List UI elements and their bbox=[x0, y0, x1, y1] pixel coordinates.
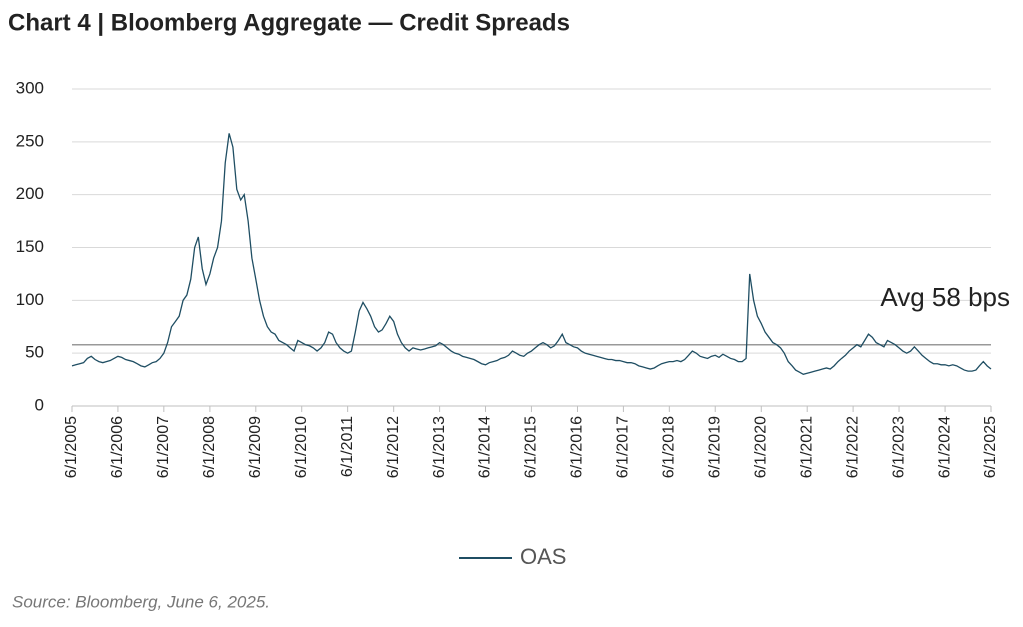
source-note: Source: Bloomberg, June 6, 2025. bbox=[12, 592, 270, 611]
x-tick-label: 6/1/2022 bbox=[844, 416, 861, 478]
x-tick-label: 6/1/2025 bbox=[982, 416, 999, 478]
x-tick-label: 6/1/2020 bbox=[753, 416, 770, 478]
x-tick-label: 6/1/2006 bbox=[109, 416, 126, 478]
series-line bbox=[71, 133, 992, 375]
x-tick-label: 6/1/2009 bbox=[247, 416, 264, 478]
x-tick-label: 6/1/2016 bbox=[569, 416, 586, 478]
x-tick-label: 6/1/2005 bbox=[63, 416, 80, 478]
chart-title: Chart 4 | Bloomberg Aggregate — Credit S… bbox=[8, 9, 570, 36]
x-tick-label: 6/1/2013 bbox=[431, 416, 448, 478]
y-tick-label: 300 bbox=[16, 78, 44, 97]
y-tick-label: 100 bbox=[16, 290, 44, 309]
x-tick-label: 6/1/2008 bbox=[201, 416, 218, 478]
y-tick-label: 150 bbox=[16, 237, 44, 256]
x-tick-label: 6/1/2007 bbox=[155, 416, 172, 478]
x-tick-label: 6/1/2019 bbox=[706, 416, 723, 478]
x-tick-label: 6/1/2017 bbox=[615, 416, 632, 478]
average-label: Avg 58 bps bbox=[880, 282, 1010, 312]
y-tick-label: 250 bbox=[16, 131, 44, 150]
x-tick-label: 6/1/2023 bbox=[890, 416, 907, 478]
x-tick-label: 6/1/2021 bbox=[798, 416, 815, 478]
x-tick-label: 6/1/2012 bbox=[385, 416, 402, 478]
y-tick-label: 200 bbox=[16, 184, 44, 203]
x-tick-label: 6/1/2014 bbox=[477, 416, 494, 478]
x-tick-label: 6/1/2011 bbox=[339, 416, 356, 477]
y-tick-label: 50 bbox=[25, 343, 44, 362]
x-tick-label: 6/1/2010 bbox=[293, 416, 310, 478]
legend-label: OAS bbox=[520, 544, 566, 569]
x-tick-label: 6/1/2024 bbox=[936, 416, 953, 478]
y-tick-label: 0 bbox=[35, 395, 44, 414]
x-tick-label: 6/1/2018 bbox=[661, 416, 678, 478]
x-tick-label: 6/1/2015 bbox=[523, 416, 540, 478]
